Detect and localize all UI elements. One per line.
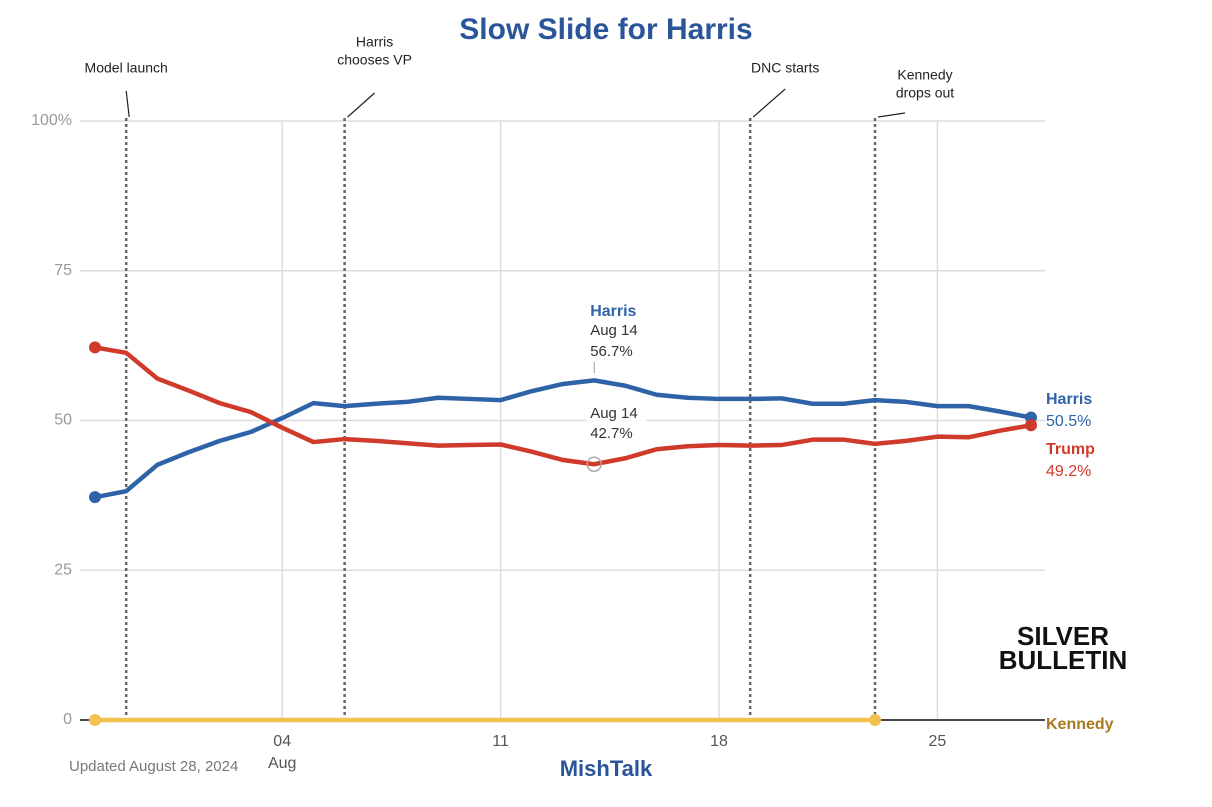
annotation-date: Aug 14 [590,322,638,339]
y-tick-label: 100% [31,112,72,129]
end-point [869,714,881,726]
event-label: Model launch [85,60,168,76]
event-label: DNC starts [751,60,819,76]
chart-title: Slow Slide for Harris [459,13,752,46]
event-label: chooses VP [337,52,412,68]
x-tick-label: 04 [273,733,291,750]
x-month-label: Aug [268,755,296,772]
x-tick-label: 11 [492,733,509,750]
highlight-point [586,456,602,472]
y-tick-label: 75 [54,262,72,279]
series-line [94,345,1032,467]
updated-note: Updated August 28, 2024 [69,758,238,775]
legend-label: Trump [1046,441,1095,458]
end-point [1025,419,1037,432]
annotation-date: Aug 14 [590,405,638,422]
end-point [89,491,101,504]
y-tick-label: 50 [54,412,72,429]
end-value-label: 50.5% [1046,413,1091,430]
logo: BULLETIN [999,645,1128,675]
annotation-name: Harris [590,303,636,320]
event-label: Kennedy [897,67,952,83]
event-label: Harris [356,34,393,50]
annotation-value: 56.7% [590,343,633,360]
event-leader [125,90,130,118]
event-label: drops out [896,85,954,101]
y-tick-label: 25 [54,561,72,578]
event-leader [752,88,786,118]
end-point [89,714,101,726]
end-value-label: 49.2% [1046,463,1091,480]
event-leader [877,112,906,118]
event-leader [347,92,375,118]
legend-label: Harris [1046,391,1092,408]
annotation-value: 42.7% [590,425,633,442]
source: MishTalk [560,756,653,781]
end-point [89,341,101,354]
series-line [94,378,1032,500]
x-tick-label: 25 [929,733,947,750]
x-tick-label: 18 [710,733,728,750]
legend-label: Kennedy [1046,716,1114,733]
y-tick-label: 0 [63,711,72,728]
logo: SILVER [1017,621,1109,651]
annotation-bg [586,403,647,443]
